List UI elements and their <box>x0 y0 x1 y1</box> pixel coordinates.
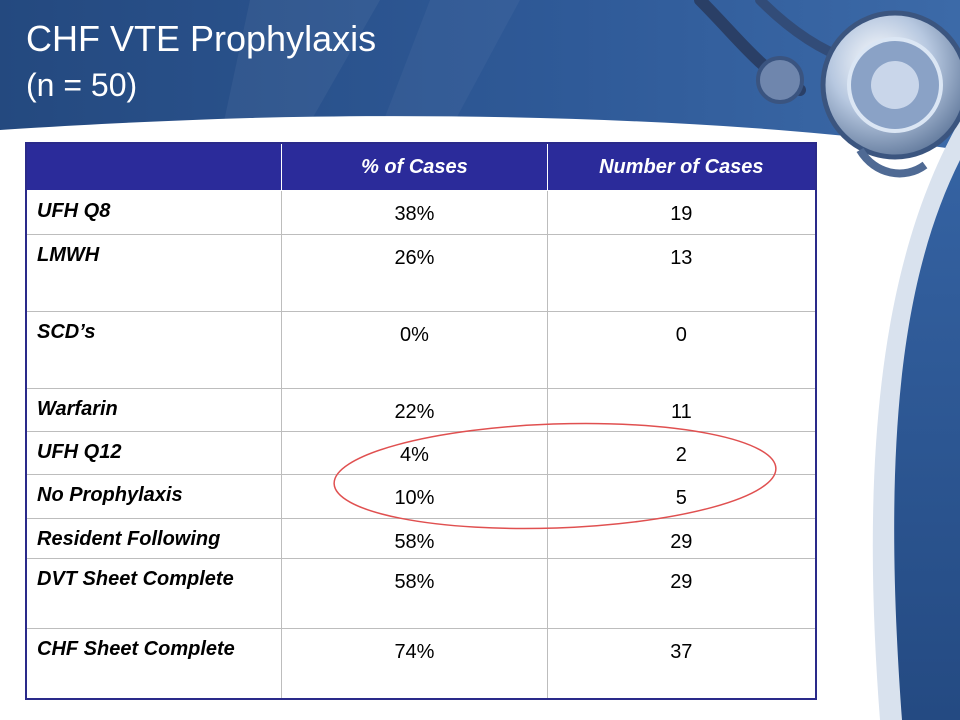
row-label: DVT Sheet Complete <box>25 558 283 629</box>
row-label: LMWH <box>25 234 283 312</box>
table-row: SCD’s 0% 0 <box>25 311 817 389</box>
table-row: CHF Sheet Complete 74% 37 <box>25 628 817 699</box>
row-count: 5 <box>546 474 817 519</box>
table-row: UFH Q8 38% 19 <box>25 190 817 235</box>
table-row: No Prophylaxis 10% 5 <box>25 474 817 519</box>
table-row: LMWH 26% 13 <box>25 234 817 312</box>
row-percent: 10% <box>281 474 548 519</box>
row-label: UFH Q8 <box>25 190 283 235</box>
header-percent: % of Cases <box>281 142 548 191</box>
row-percent: 4% <box>281 431 548 475</box>
row-label: No Prophylaxis <box>25 474 283 519</box>
row-percent: 38% <box>281 190 548 235</box>
slide-title: CHF VTE Prophylaxis <box>26 18 377 59</box>
row-count: 2 <box>546 431 817 475</box>
table-row: UFH Q12 4% 2 <box>25 431 817 475</box>
row-count: 37 <box>546 628 817 699</box>
table-row: DVT Sheet Complete 58% 29 <box>25 558 817 629</box>
row-label: CHF Sheet Complete <box>25 628 283 699</box>
row-percent: 22% <box>281 388 548 432</box>
row-percent: 0% <box>281 311 548 389</box>
row-count: 29 <box>546 518 817 559</box>
row-count: 29 <box>546 558 817 629</box>
stethoscope-icon <box>694 0 960 178</box>
row-count: 13 <box>546 234 817 312</box>
header-count: Number of Cases <box>546 142 817 191</box>
slide-subtitle: (n = 50) <box>26 67 138 103</box>
row-count: 11 <box>546 388 817 432</box>
row-label: Warfarin <box>25 388 283 432</box>
row-percent: 26% <box>281 234 548 312</box>
row-label: UFH Q12 <box>25 431 283 475</box>
row-percent: 58% <box>281 518 548 559</box>
header-blank <box>25 142 283 191</box>
row-label: SCD’s <box>25 311 283 389</box>
table-row: Warfarin 22% 11 <box>25 388 817 432</box>
table-header-row: % of Cases Number of Cases <box>25 142 817 191</box>
row-count: 19 <box>546 190 817 235</box>
row-label: Resident Following <box>25 518 283 559</box>
prophylaxis-table: % of Cases Number of Cases UFH Q8 38% 19… <box>25 142 817 700</box>
row-percent: 58% <box>281 558 548 629</box>
row-percent: 74% <box>281 628 548 699</box>
table-row: Resident Following 58% 29 <box>25 518 817 559</box>
row-count: 0 <box>546 311 817 389</box>
